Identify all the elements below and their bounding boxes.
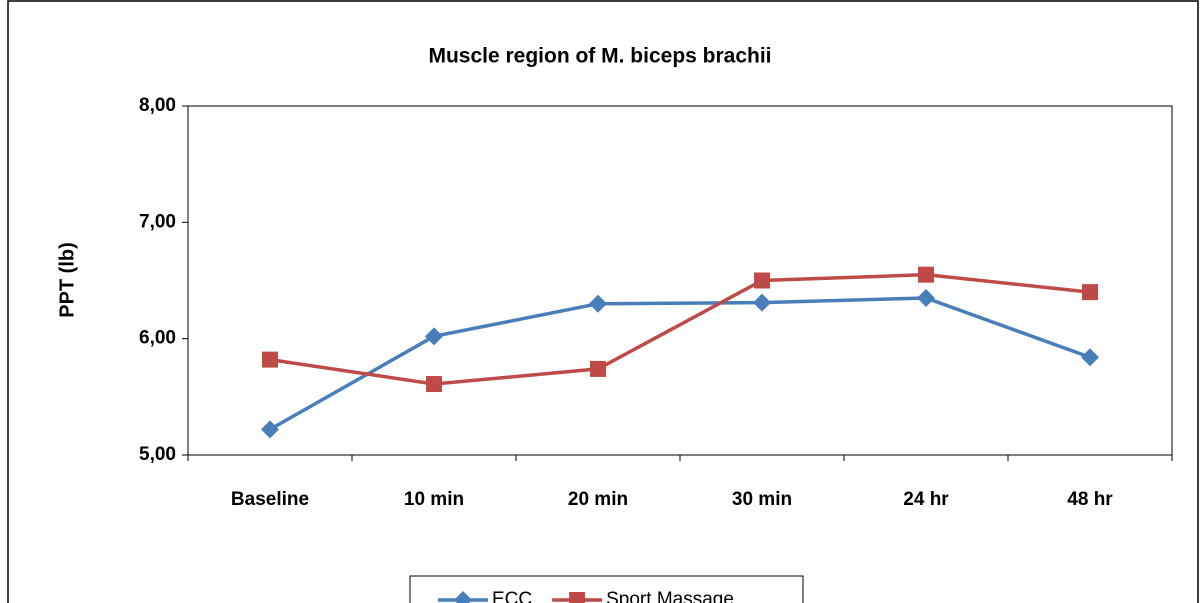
data-point	[918, 266, 934, 283]
series-line	[269, 272, 1091, 386]
y-tick-label: 7,00	[139, 211, 176, 232]
data-point	[1082, 284, 1098, 301]
x-tick-label: 10 min	[404, 489, 464, 510]
y-axis-label: PPT (lb)	[56, 242, 78, 318]
y-tick-label: 5,00	[139, 444, 176, 465]
legend-marker	[454, 591, 472, 603]
legend-marker	[569, 592, 586, 603]
y-tick-label: 6,00	[139, 328, 176, 349]
series-line	[269, 296, 1091, 431]
x-tick-label: 30 min	[732, 489, 792, 510]
x-tick-label: 24 hr	[903, 489, 949, 510]
data-point	[262, 351, 278, 368]
data-point	[589, 294, 607, 313]
data-point	[426, 376, 442, 393]
data-point	[590, 360, 606, 377]
x-tick-label: 20 min	[568, 489, 628, 510]
data-point	[753, 293, 771, 312]
data-point	[261, 420, 279, 439]
chart-title: Muscle region of M. biceps brachii	[428, 45, 771, 68]
x-tick-label: 48 hr	[1067, 489, 1113, 510]
x-tick-label: Baseline	[231, 489, 309, 510]
data-point	[425, 327, 443, 346]
data-point	[1081, 348, 1099, 367]
legend-label: ECC	[492, 589, 532, 603]
y-tick-label: 8,00	[139, 95, 176, 116]
data-point	[754, 272, 770, 289]
legend-label: Sport Massage	[606, 589, 734, 603]
data-point	[917, 288, 935, 307]
